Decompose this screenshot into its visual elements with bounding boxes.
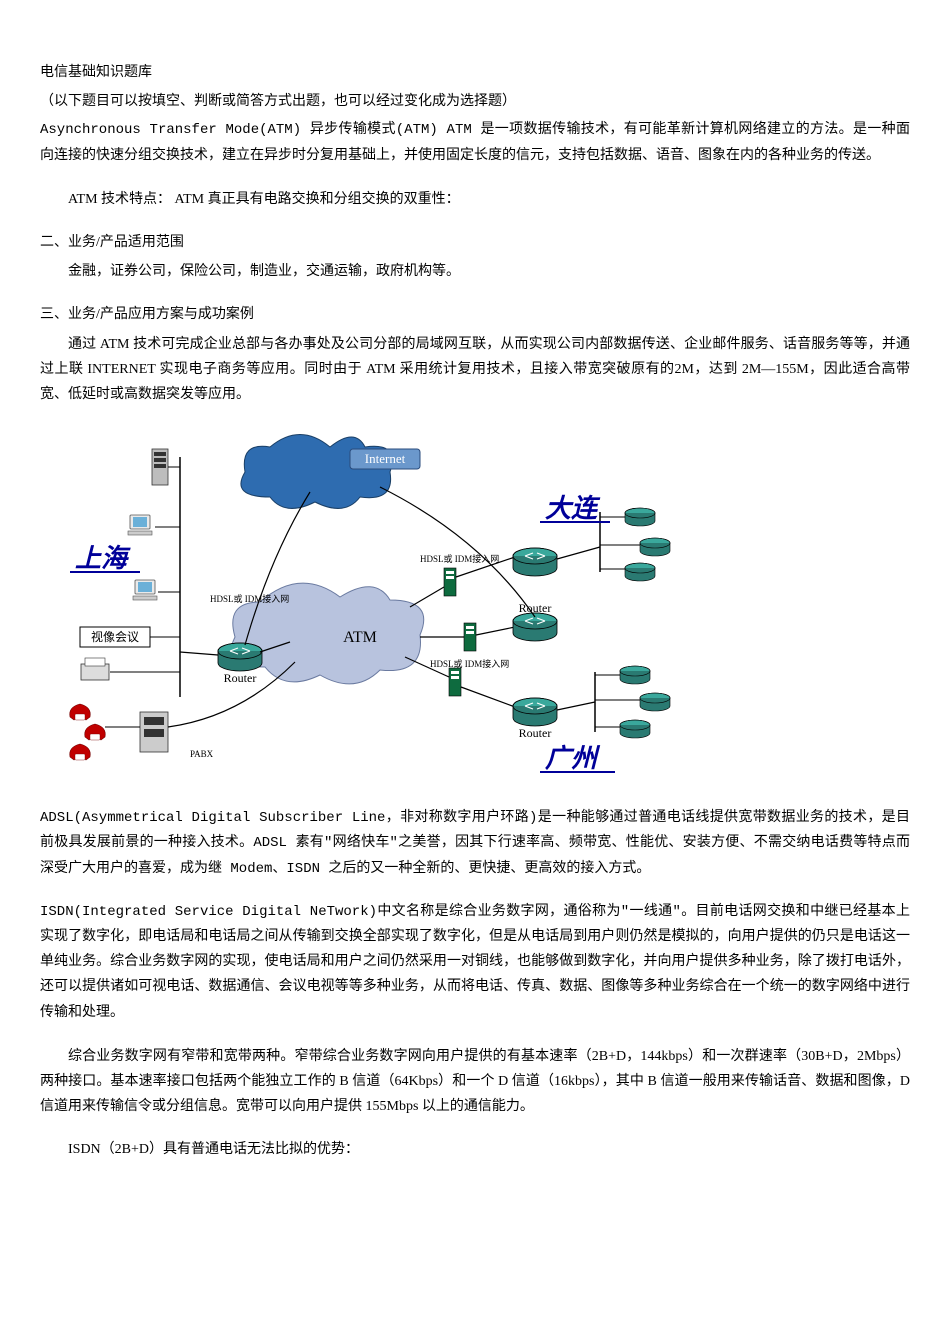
modem-3: [449, 668, 461, 696]
pabx-label: PABX: [190, 749, 214, 759]
isdn-para1: ISDN(Integrated Service Digital NeTwork)…: [40, 900, 910, 1026]
router-gz: [513, 698, 557, 726]
dalian-dev-3: [625, 563, 655, 581]
network-diagram: Internet ATM 上海 视像会议 PABX Router HDSL或 I…: [40, 417, 910, 786]
fax-icon: [81, 658, 109, 680]
phone-icon-3: [70, 744, 91, 760]
router-mid: [513, 613, 557, 641]
dalian-dev-1: [625, 508, 655, 526]
phone-icon-1: [70, 704, 91, 720]
gz-dev-3: [620, 720, 650, 738]
isdn-para2: 综合业务数字网有窄带和宽带两种。窄带综合业务数字网向用户提供的有基本速率（2B+…: [40, 1044, 910, 1120]
router-mid-label: Router: [519, 601, 552, 615]
section2-body: 金融，证券公司，保险公司，制造业，交通运输，政府机构等。: [40, 259, 910, 284]
isdn-para3: ISDN（2B+D）具有普通电话无法比拟的优势：: [40, 1137, 910, 1162]
shanghai-label: 上海: [75, 544, 131, 573]
router-dalian: [513, 548, 557, 576]
modem-1: [444, 568, 456, 596]
router-left: [218, 643, 262, 671]
gz-dev-2: [640, 693, 670, 711]
atm-intro: Asynchronous Transfer Mode(ATM) 异步传输模式(A…: [40, 118, 910, 168]
modem-2: [464, 623, 476, 651]
pc-icon-2: [133, 580, 157, 600]
hdsl-label-0: HDSL或 IDM接入网: [210, 593, 289, 604]
router-gz-label: Router: [519, 726, 552, 740]
pc-icon-1: [128, 515, 152, 535]
gz-dev-1: [620, 666, 650, 684]
section2-title: 二、业务/产品适用范围: [40, 230, 910, 255]
server-icon: [152, 449, 168, 485]
dalian-dev-2: [640, 538, 670, 556]
atm-label: ATM: [343, 629, 377, 646]
video-conf-label: 视像会议: [91, 629, 139, 644]
guangzhou-label: 广州: [545, 744, 601, 773]
internet-cloud: [241, 435, 392, 509]
doc-title: 电信基础知识题库: [40, 60, 910, 85]
dalian-label: 大连: [545, 494, 601, 523]
section3-body: 通过 ATM 技术可完成企业总部与各办事处及公司分部的局域网互联，从而实现公司内…: [40, 332, 910, 408]
section3-title: 三、业务/产品应用方案与成功案例: [40, 302, 910, 327]
internet-label: Internet: [365, 451, 406, 466]
phone-icon-2: [85, 724, 106, 740]
hdsl-label-2: HDSL或 IDM接入网: [430, 658, 509, 669]
adsl-para: ADSL(Asymmetrical Digital Subscriber Lin…: [40, 806, 910, 882]
atm-feature: ATM 技术特点： ATM 真正具有电路交换和分组交换的双重性：: [40, 187, 910, 212]
router-left-label: Router: [224, 671, 257, 685]
doc-subtitle: （以下题目可以按填空、判断或简答方式出题，也可以经过变化成为选择题）: [40, 89, 910, 114]
hdsl-label-1: HDSL或 IDM接入网: [420, 553, 499, 564]
